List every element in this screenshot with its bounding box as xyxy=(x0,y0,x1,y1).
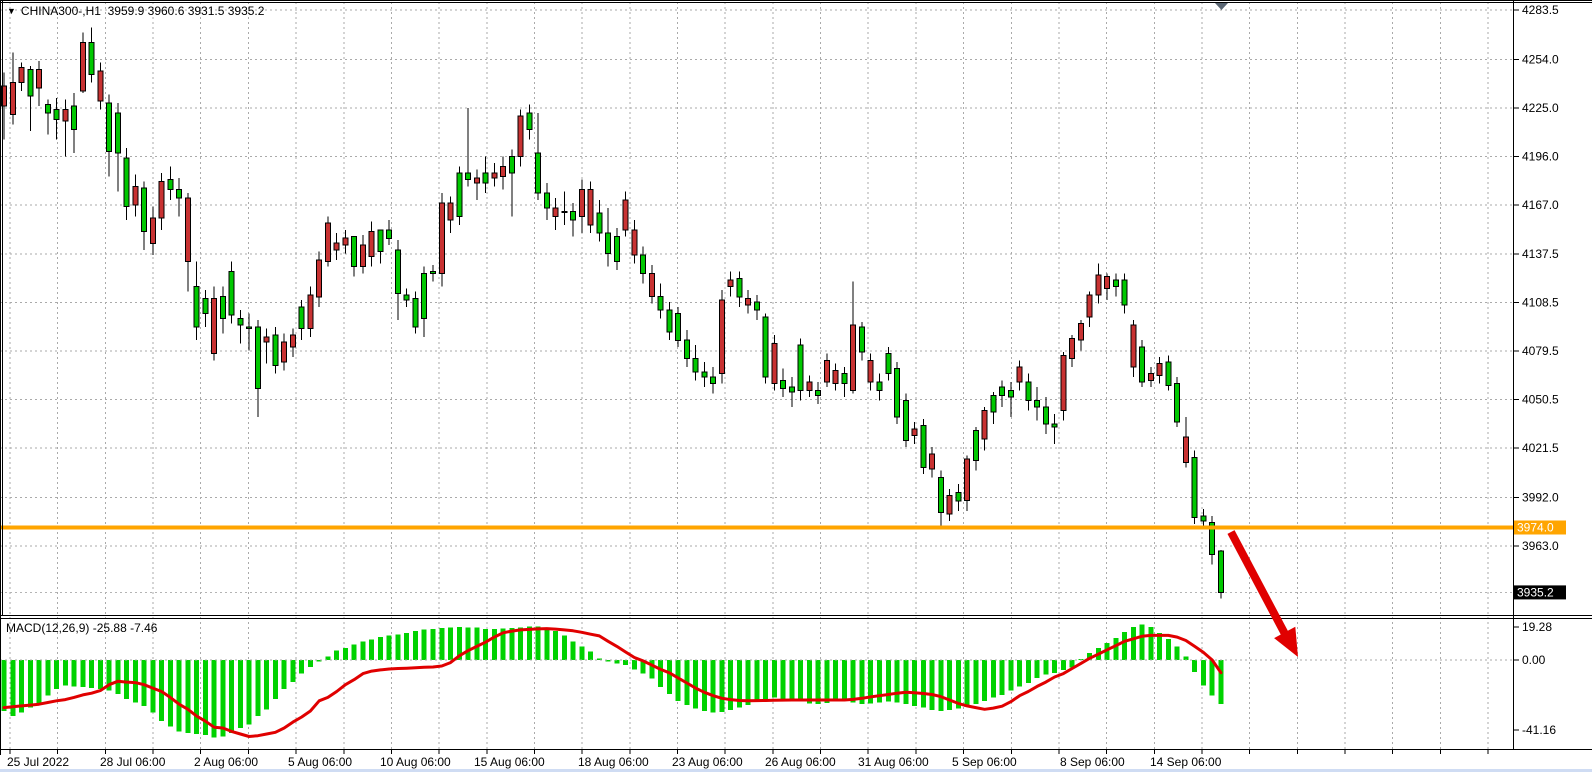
svg-text:4108.5: 4108.5 xyxy=(1522,296,1559,310)
trend-arrow-object[interactable] xyxy=(1227,530,1298,657)
svg-text:25 Jul 2022: 25 Jul 2022 xyxy=(7,755,69,769)
svg-text:28 Jul 06:00: 28 Jul 06:00 xyxy=(100,755,166,769)
svg-text:3963.0: 3963.0 xyxy=(1522,539,1559,553)
macd-name-label: MACD(12,26,9) xyxy=(6,621,90,635)
svg-text:31 Aug 06:00: 31 Aug 06:00 xyxy=(858,755,929,769)
svg-text:5 Aug 06:00: 5 Aug 06:00 xyxy=(288,755,352,769)
price-axis-ticks xyxy=(1513,9,1519,547)
svg-text:4167.0: 4167.0 xyxy=(1522,198,1559,212)
svg-text:19.28: 19.28 xyxy=(1522,620,1552,634)
ohlc-quote-label: 3959.9 3960.6 3931.5 3935.2 xyxy=(107,4,265,18)
svg-text:14 Sep 06:00: 14 Sep 06:00 xyxy=(1150,755,1222,769)
pane-borders xyxy=(0,0,1592,755)
current-price-tag: 3935.2 xyxy=(1514,585,1566,600)
svg-text:4079.5: 4079.5 xyxy=(1522,344,1559,358)
orange-price-tag: 3974.0 xyxy=(1514,520,1566,535)
indicator-label: MACD(12,26,9) -25.88 -7.46 xyxy=(6,621,157,635)
bear-candles xyxy=(1,42,1189,515)
time-axis-labels: 25 Jul 2022 28 Jul 06:00 2 Aug 06:00 5 Aug … xyxy=(7,755,1222,769)
svg-text:4225.0: 4225.0 xyxy=(1522,101,1559,115)
svg-text:2 Aug 06:00: 2 Aug 06:00 xyxy=(194,755,258,769)
svg-text:4283.5: 4283.5 xyxy=(1522,3,1559,17)
svg-text:5 Sep 06:00: 5 Sep 06:00 xyxy=(952,755,1017,769)
svg-text:4137.5: 4137.5 xyxy=(1522,247,1559,261)
svg-text:4050.5: 4050.5 xyxy=(1522,393,1559,407)
svg-text:4021.5: 4021.5 xyxy=(1522,441,1559,455)
svg-text:4196.0: 4196.0 xyxy=(1522,149,1559,163)
symbol-dropdown-icon[interactable]: ▼ xyxy=(7,6,16,16)
svg-text:0.00: 0.00 xyxy=(1522,653,1546,667)
macd-axis-labels: 19.28 0.00 -41.16 xyxy=(1522,620,1556,737)
svg-text:3974.0: 3974.0 xyxy=(1517,521,1554,535)
macd-axis-ticks xyxy=(1513,626,1519,731)
chart-shift-marker-icon xyxy=(1215,3,1228,10)
svg-text:3992.0: 3992.0 xyxy=(1522,490,1559,504)
svg-text:15 Aug 06:00: 15 Aug 06:00 xyxy=(474,755,545,769)
svg-text:4254.0: 4254.0 xyxy=(1522,52,1559,66)
svg-text:-41.16: -41.16 xyxy=(1522,723,1556,737)
macd-signal-line xyxy=(2,627,1223,738)
chart-title: ▼ CHINA300-,H1 3959.9 3960.6 3931.5 3935.… xyxy=(7,4,264,19)
price-axis-labels: 4283.5 4254.0 4225.0 4196.0 4167.0 4137.5 4108… xyxy=(1522,3,1559,553)
bottom-strip xyxy=(0,769,1592,772)
svg-text:10 Aug 06:00: 10 Aug 06:00 xyxy=(380,755,451,769)
svg-text:26 Aug 06:00: 26 Aug 06:00 xyxy=(765,755,836,769)
symbol-period-label: CHINA300-,H1 xyxy=(20,4,101,18)
bull-candles xyxy=(27,42,1224,593)
macd-values-label: -25.88 -7.46 xyxy=(92,621,158,635)
svg-text:8 Sep 06:00: 8 Sep 06:00 xyxy=(1060,755,1125,769)
svg-text:18 Aug 06:00: 18 Aug 06:00 xyxy=(578,755,649,769)
horizontal-line-object[interactable] xyxy=(0,525,1513,530)
svg-text:23 Aug 06:00: 23 Aug 06:00 xyxy=(672,755,743,769)
svg-text:3935.2: 3935.2 xyxy=(1517,585,1554,599)
time-axis-ticks xyxy=(9,749,1489,754)
